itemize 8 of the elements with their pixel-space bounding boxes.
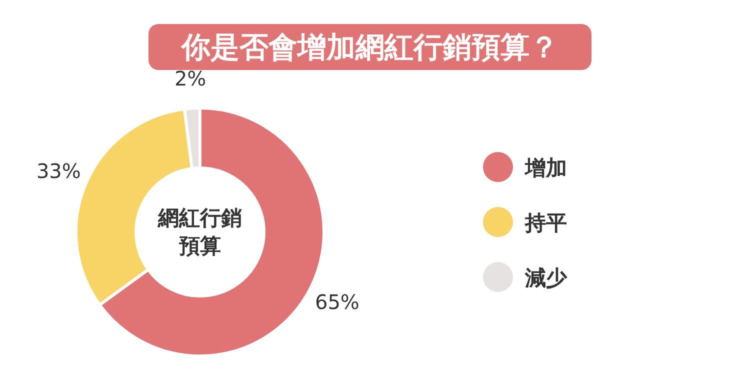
text: 網紅行銷預算: [157, 206, 242, 258]
legend-label: 持平: [524, 211, 567, 235]
data-label: 65%: [314, 290, 360, 314]
chart-title: 你是否會增加網紅行銷預算？: [180, 30, 558, 64]
data-label: 33%: [36, 158, 81, 183]
legend-label: 減少: [524, 266, 568, 290]
legend-label: 增加: [524, 156, 567, 180]
data-label: 2%: [174, 66, 206, 90]
